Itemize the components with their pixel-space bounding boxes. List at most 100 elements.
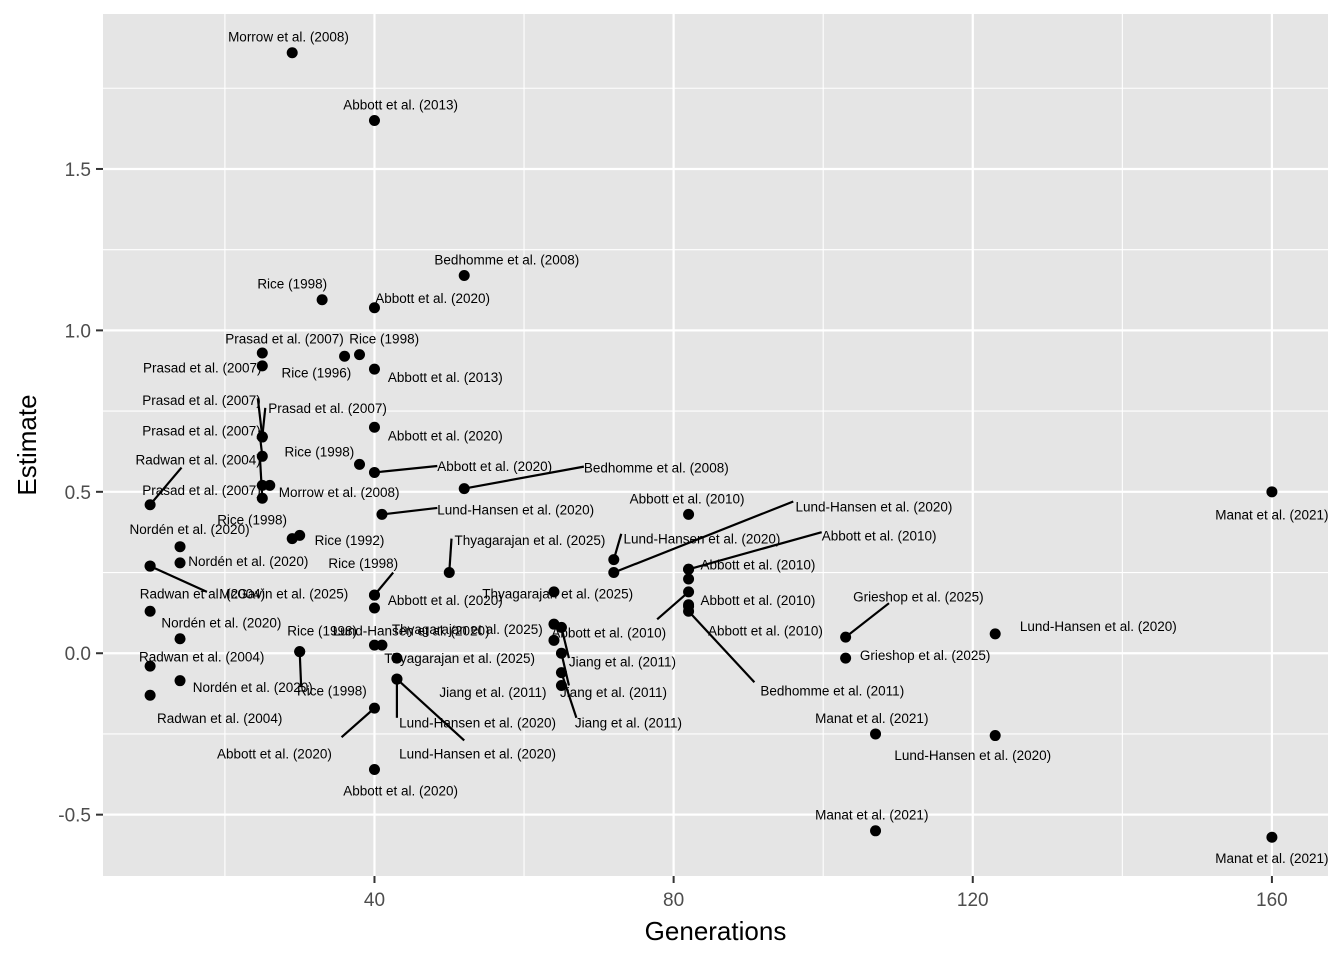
label-leader-line [560,672,578,719]
point-label: Jiang et al. (2011) [569,654,676,669]
data-point [144,605,156,617]
point-label: Abbott et al. (2010) [630,491,745,506]
data-point [294,646,306,658]
point-label: Abbott et al. (2010) [701,593,816,608]
point-label: Rice (1998) [328,556,398,571]
data-point [368,363,380,375]
point-label: Manat et al. (2021) [815,711,928,726]
data-point [391,673,403,685]
data-point [368,115,380,127]
point-label: Rice (1998) [285,444,355,459]
data-point [354,458,366,470]
point-label: Prasad et al. (2007) [142,423,261,438]
point-label: Lund-Hansen et al. (2020) [1020,619,1177,634]
data-point [144,560,156,572]
point-label: Lund-Hansen et al. (2020) [894,748,1051,763]
data-point [458,483,470,495]
data-point [144,689,156,701]
label-leader-line [844,602,890,638]
point-label: Prasad et al. (2007) [142,483,261,498]
point-label: Lund-Hansen et al. (2020) [796,499,953,514]
label-leader-line [464,465,585,490]
data-point [548,586,560,598]
y-tick-label: 1.0 [65,321,91,342]
point-label: Bedhomme et al. (2011) [760,683,904,698]
point-label: Manat et al. (2021) [1215,851,1328,866]
data-point [840,631,852,643]
point-label: Abbott et al. (2020) [217,746,332,761]
y-tick-label: -0.5 [58,806,91,827]
x-tick-label: 160 [1256,890,1288,911]
point-label: Prasad et al. (2007) [268,401,387,416]
y-tick-label: 0.5 [65,483,91,504]
point-label: Lund-Hansen et al. (2020) [333,624,490,639]
data-point [174,557,186,569]
data-point [368,702,380,714]
data-point [286,47,298,59]
y-axis-title: Estimate [12,394,42,495]
data-point [683,586,695,598]
data-point [256,479,268,491]
y-tick-label: 1.5 [65,160,91,181]
point-label: Prasad et al. (2007) [225,331,344,346]
data-point [608,567,620,579]
point-label: Manat et al. (2021) [1215,507,1328,522]
point-label: Thyagarajan et al. (2025) [384,651,535,666]
data-point [608,554,620,566]
data-point [376,508,388,520]
data-point [144,660,156,672]
data-point [256,431,268,443]
point-label: Nordén et al. (2020) [193,680,313,695]
data-point [368,763,380,775]
label-leader-line [613,500,794,574]
point-label: Abbott et al. (2010) [822,528,937,543]
data-point [683,600,695,612]
point-label: Prasad et al. (2007) [142,393,261,408]
x-tick-label: 120 [957,890,989,911]
point-label: Manat et al. (2021) [815,808,928,823]
data-point [174,675,186,687]
data-point [286,533,298,545]
label-leader-line [340,707,376,739]
point-label: Rice (1998) [349,331,419,346]
point-labels: Morrow et al. (2008) Abbott et al. (2013)… [130,30,1329,867]
point-label: Nordén et al. (2020) [130,522,250,537]
data-point [256,347,268,359]
data-points [144,47,1278,843]
major-gridlines [103,14,1328,876]
point-label: Radwan et al. (2004) [140,587,265,602]
data-point [555,680,567,692]
data-point [870,825,882,837]
point-label: Grieshop et al. (2025) [853,590,984,605]
point-label: Bedhomme et al. (2008) [584,461,729,476]
data-point [989,730,1001,742]
data-point [683,508,695,520]
point-label: Lund-Hansen et al. (2020) [399,746,556,761]
point-label: Abbott et al. (2020) [375,291,490,306]
data-point [256,360,268,372]
data-point [174,633,186,645]
point-label: Abbott et al. (2010) [551,625,666,640]
point-label: Radwan et al. (2004) [139,649,264,664]
label-leader-line [298,651,303,688]
data-point [368,589,380,601]
label-leader-line [381,506,438,516]
data-point [555,667,567,679]
point-label: Rice (1996) [282,365,352,380]
data-point [368,421,380,433]
x-axis-title: Generations [645,916,787,946]
data-point [144,499,156,511]
point-label: Lund-Hansen et al. (2020) [624,532,781,547]
point-label: Abbott et al. (2020) [388,593,503,608]
point-label: Abbott et al. (2010) [701,557,816,572]
point-label: McGavin et al. (2025) [219,587,348,602]
data-point [683,573,695,585]
point-label: Rice (1998) [217,512,287,527]
data-point [354,349,366,361]
point-label: Rice (1992) [315,533,385,548]
point-label: Abbott et al. (2020) [437,459,552,474]
data-point [683,563,695,575]
data-point [1266,486,1278,498]
data-point [1266,831,1278,843]
